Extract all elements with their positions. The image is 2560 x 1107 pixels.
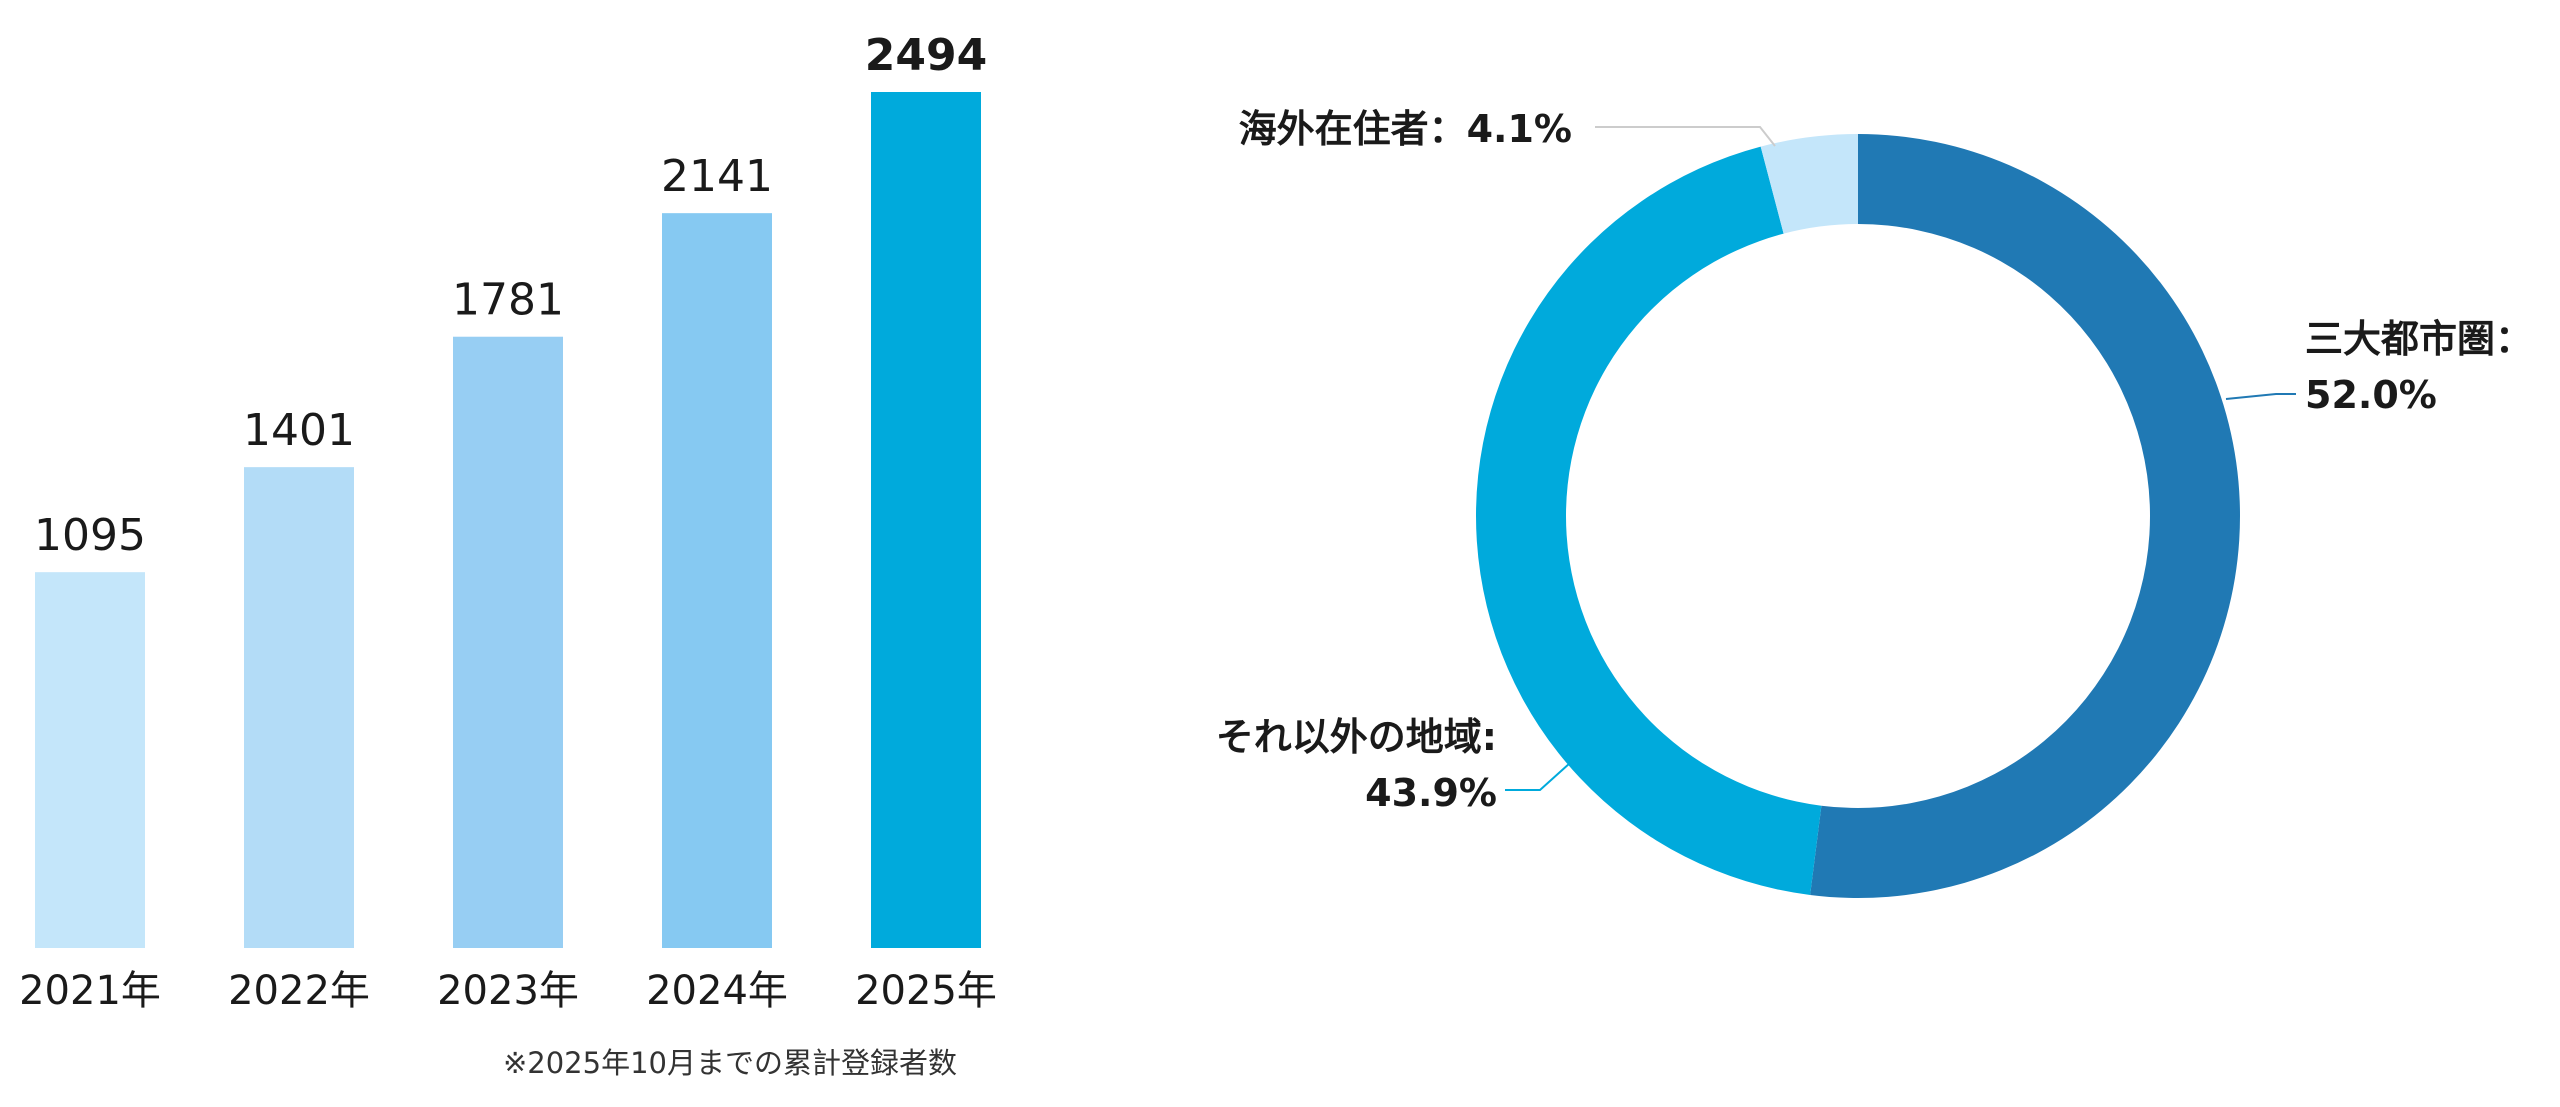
donut-chart: 三大都市圏： 52.0% それ以外の地域: 43.9% 海外在住者：4.1% bbox=[1216, 107, 2533, 898]
bar-value-label: 2494 bbox=[865, 30, 987, 81]
donut-leader-line bbox=[1505, 762, 1571, 791]
bar-value-label: 2141 bbox=[661, 151, 773, 202]
donut-slice bbox=[1476, 146, 1822, 895]
bar-value-label: 1401 bbox=[243, 405, 355, 456]
donut-slice-label: 52.0% bbox=[2305, 373, 2437, 417]
bar-chart: 1095 2021年 1401 2022年 1781 2023年 2141 2024年 2494… bbox=[19, 30, 997, 1014]
bar-category-label: 2022年 bbox=[228, 968, 370, 1014]
bar-value-label: 1095 bbox=[34, 510, 146, 561]
donut-slice-label: 三大都市圏： bbox=[2305, 317, 2533, 361]
bar-2024年 bbox=[662, 213, 772, 949]
bar-2021年 bbox=[35, 572, 145, 948]
bar-2025年 bbox=[871, 92, 981, 948]
bar-category-label: 2023年 bbox=[437, 968, 579, 1014]
donut-slice-label: それ以外の地域: bbox=[1216, 715, 1497, 759]
bar-category-label: 2024年 bbox=[646, 968, 788, 1014]
donut-leader-line bbox=[2225, 393, 2296, 400]
donut-slice-label: 43.9% bbox=[1365, 771, 1497, 815]
bar-category-label: 2021年 bbox=[19, 968, 161, 1014]
donut-slice bbox=[1760, 134, 1858, 234]
bar-category-label: 2025年 bbox=[855, 968, 997, 1014]
bar-2023年 bbox=[453, 336, 563, 949]
donut-slice-label: 海外在住者：4.1% bbox=[1239, 107, 1572, 151]
donut-slice bbox=[1810, 134, 2240, 898]
bar-value-label: 1781 bbox=[452, 275, 564, 326]
chart-note: ※2025年10月までの累計登録者数 bbox=[503, 1046, 957, 1080]
bar-2022年 bbox=[244, 467, 354, 948]
donut-leader-line bbox=[1595, 126, 1776, 147]
